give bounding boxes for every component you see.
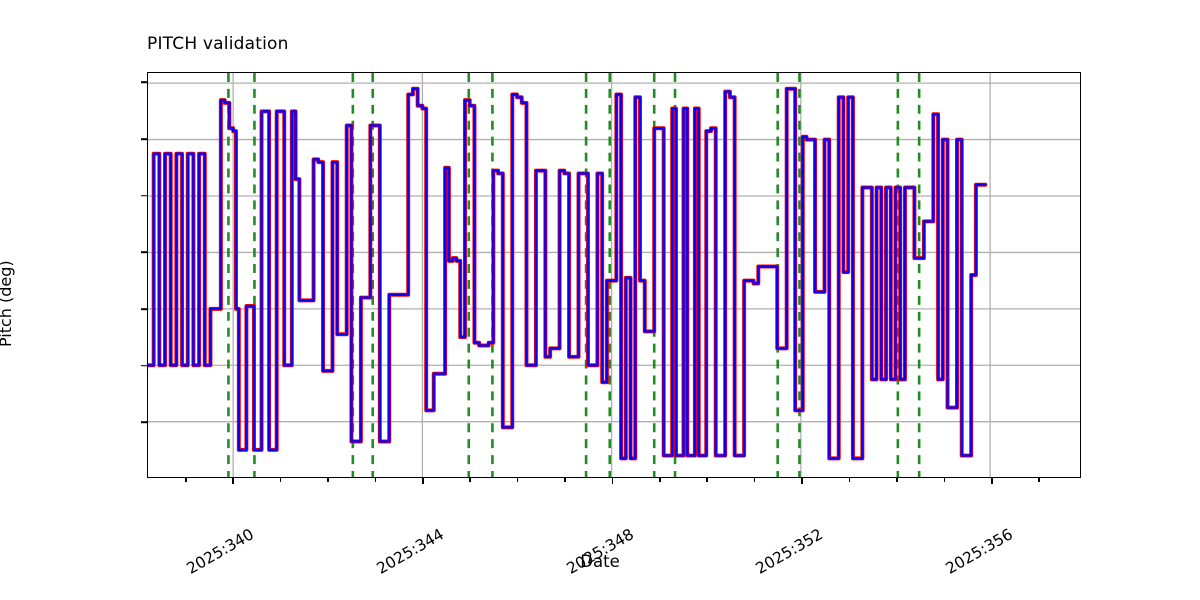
series-lines (148, 86, 988, 461)
x-minor-tick-mark (753, 478, 756, 482)
x-tick-mark (232, 478, 234, 484)
x-minor-tick-mark (327, 478, 329, 482)
x-minor-tick-mark (659, 478, 661, 482)
x-minor-tick-mark (896, 478, 898, 482)
y-tick-mark (141, 81, 147, 83)
x-tick-mark (990, 478, 993, 484)
x-minor-tick-mark (564, 478, 566, 482)
page-title: PITCH validation (147, 34, 289, 54)
x-minor-tick-mark (469, 478, 471, 482)
x-minor-tick-mark (848, 478, 851, 482)
x-minor-tick-mark (1038, 478, 1040, 482)
y-tick-mark (141, 364, 147, 367)
x-minor-tick-mark (374, 478, 377, 482)
x-minor-tick-mark (184, 478, 187, 482)
y-axis-label: Pitch (deg) (0, 260, 15, 347)
x-tick-mark (611, 478, 614, 484)
x-minor-tick-mark (279, 478, 282, 482)
x-axis-label: Date (580, 552, 620, 571)
x-tick-mark (421, 478, 424, 484)
y-tick-mark (141, 251, 147, 254)
y-tick-mark (141, 308, 147, 310)
x-axis: 2025:340 2025:344 2025:348 2025:352 2025:356 (0, 478, 1200, 598)
plot-area (147, 72, 1081, 478)
x-tick-mark (801, 478, 803, 484)
x-minor-tick-mark (516, 478, 519, 482)
y-axis: Pitch (deg) 6080100120140160180 (0, 72, 147, 478)
validation-interval-markers (227, 73, 921, 477)
x-minor-tick-mark (706, 478, 709, 482)
x-minor-tick-mark (943, 478, 946, 482)
y-tick-mark (141, 194, 147, 197)
y-tick-mark (141, 421, 147, 424)
y-tick-mark (141, 138, 147, 140)
